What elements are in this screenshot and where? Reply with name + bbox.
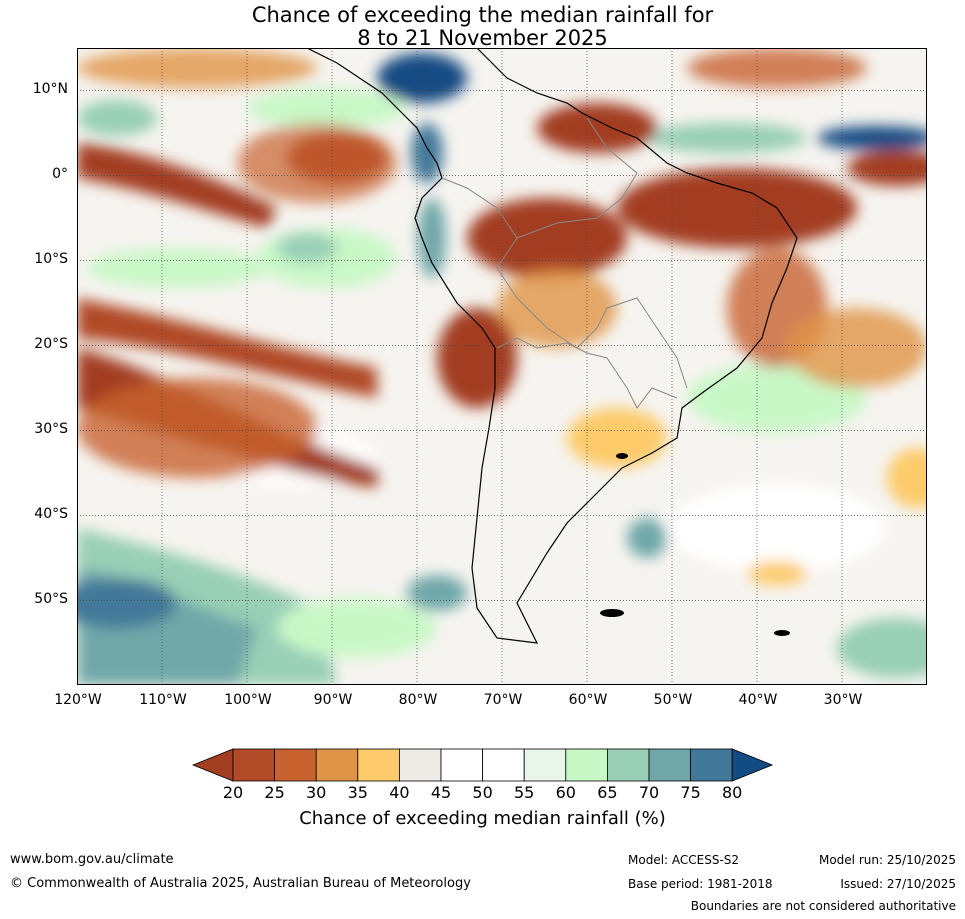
- base-period: Base period: 1981-2018: [628, 877, 773, 891]
- colorbar-tick-label: 35: [347, 783, 368, 802]
- islands: [600, 453, 790, 636]
- colorbar-tick-label: 70: [638, 783, 660, 802]
- title-line-2: 8 to 21 November 2025: [357, 26, 608, 50]
- lon-label-120w: 120°W: [54, 692, 102, 708]
- colorbar-swatch: [648, 748, 691, 782]
- colorbar-tick-label: 50: [472, 783, 493, 802]
- lat-label-30s: 30°S: [34, 421, 68, 437]
- colorbar-tick-label: 45: [430, 783, 452, 802]
- colorbar-swatch: [482, 748, 525, 782]
- lat-label-10n: 10°N: [32, 81, 68, 97]
- lon-label-80w: 80°W: [398, 692, 438, 708]
- colorbar-swatch: [440, 748, 483, 782]
- lon-label-30w: 30°W: [823, 692, 863, 708]
- graticule: [77, 48, 927, 685]
- lon-label-60w: 60°W: [568, 692, 608, 708]
- lon-label-40w: 40°W: [738, 692, 778, 708]
- colorbar-tick-label: 60: [555, 783, 576, 802]
- lat-label-0: 0°: [52, 166, 68, 182]
- coastline: [306, 48, 798, 644]
- rainfall-map: [77, 48, 927, 685]
- colorbar-tick-label: 55: [514, 783, 535, 802]
- colorbar-tick-label: 20: [222, 783, 244, 802]
- colorbar-tick-label: 80: [722, 783, 743, 802]
- lat-label-20s: 20°S: [34, 336, 68, 352]
- colorbar-swatch: [606, 748, 650, 782]
- colorbar-swatch: [357, 748, 400, 782]
- model-name: Model: ACCESS-S2: [628, 853, 740, 867]
- website-link[interactable]: www.bom.gov.au/climate: [10, 852, 174, 867]
- colorbar-swatch: [523, 748, 567, 782]
- colorbar-tick-label: 25: [264, 783, 285, 802]
- lon-label-100w: 100°W: [224, 692, 272, 708]
- lon-label-70w: 70°W: [483, 692, 523, 708]
- copyright-notice: © Commonwealth of Australia 2025, Austra…: [10, 876, 471, 891]
- map-title: Chance of exceeding the median rainfall …: [0, 4, 965, 50]
- lat-label-50s: 50°S: [34, 591, 68, 607]
- model-run-date: Model run: 25/10/2025: [818, 853, 956, 867]
- boundaries-disclaimer: Boundaries are not considered authoritat…: [690, 899, 956, 913]
- colorbar-extend-high: [731, 748, 774, 782]
- colorbar-label: Chance of exceeding median rainfall (%): [299, 808, 666, 829]
- country-borders: [441, 117, 688, 409]
- colorbar: [191, 748, 774, 782]
- colorbar-tick-label: 75: [680, 783, 701, 802]
- colorbar-extend-low: [191, 748, 234, 782]
- lon-label-110w: 110°W: [139, 692, 187, 708]
- colorbar-tick-label: 30: [306, 783, 327, 802]
- lon-label-90w: 90°W: [313, 692, 353, 708]
- colorbar-swatch: [315, 748, 359, 782]
- colorbar-swatch: [398, 748, 442, 782]
- colorbar-tick-label: 65: [597, 783, 618, 802]
- lat-label-40s: 40°S: [34, 506, 68, 522]
- title-line-1: Chance of exceeding the median rainfall …: [251, 3, 714, 27]
- issued-date: Issued: 27/10/2025: [840, 877, 956, 891]
- colorbar-swatch: [690, 748, 733, 782]
- lat-label-10s: 10°S: [34, 251, 68, 267]
- colorbar-swatch: [274, 748, 317, 782]
- colorbar-tick-label: 40: [389, 783, 410, 802]
- colorbar-swatch: [232, 748, 275, 782]
- lon-label-50w: 50°W: [653, 692, 693, 708]
- colorbar-swatch: [565, 748, 608, 782]
